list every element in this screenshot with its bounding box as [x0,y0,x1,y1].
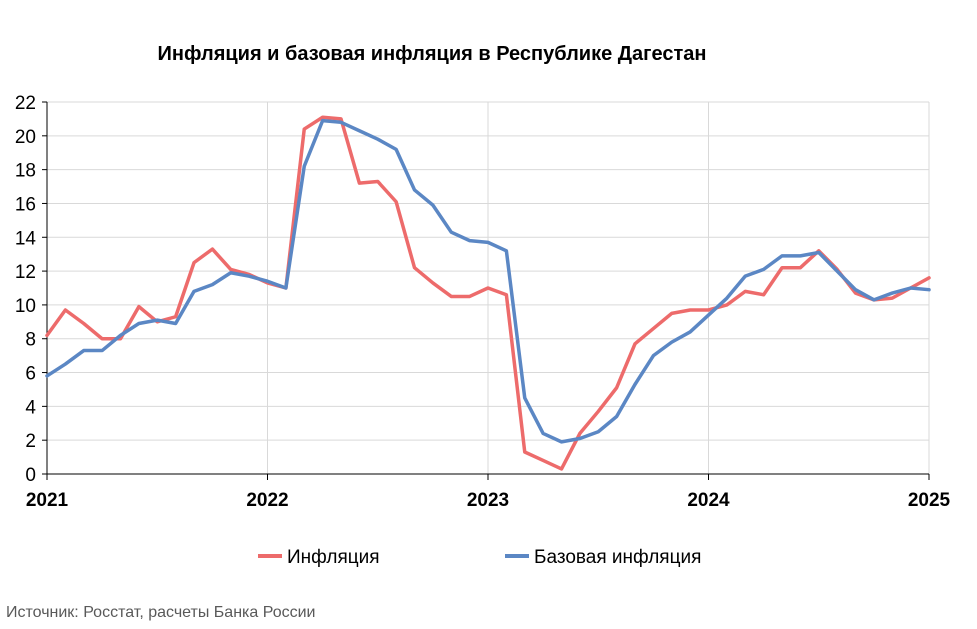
chart-title: Инфляция и базовая инфляция в Республике… [158,43,707,65]
y-tick-label: 16 [15,194,36,215]
y-tick-label: 4 [25,397,36,418]
x-tick-label: 2021 [26,490,69,511]
y-tick-label: 18 [15,161,36,182]
y-axis-ticks: 0 2 4 6 8 10 12 14 16 18 20 22 [15,93,47,486]
x-axis-ticks: 2021 2022 2023 2024 2025 [26,474,951,511]
inflation-line [45,115,931,471]
y-tick-label: 12 [15,262,36,283]
y-tick-label: 14 [15,228,37,249]
core-inflation-line [45,118,931,444]
y-tick-label: 20 [15,127,36,148]
vertical-gridlines [267,102,930,474]
y-tick-label: 6 [25,364,36,385]
legend-label-core-inflation: Базовая инфляция [534,547,701,568]
y-tick-label: 8 [25,330,36,351]
y-tick-label: 10 [15,296,36,317]
x-tick-label: 2025 [908,490,951,511]
x-tick-label: 2024 [687,490,730,511]
x-tick-label: 2022 [246,490,288,511]
legend-label-inflation: Инфляция [287,547,380,568]
y-tick-label: 22 [15,93,36,114]
series-group [45,115,931,471]
y-tick-label: 2 [25,431,36,452]
horizontal-gridlines [47,101,929,441]
source-note: Источник: Росстат, расчеты Банка России [6,604,316,621]
y-tick-label: 0 [25,465,36,486]
x-tick-label: 2023 [467,490,509,511]
legend: Инфляция Базовая инфляция [258,547,701,568]
